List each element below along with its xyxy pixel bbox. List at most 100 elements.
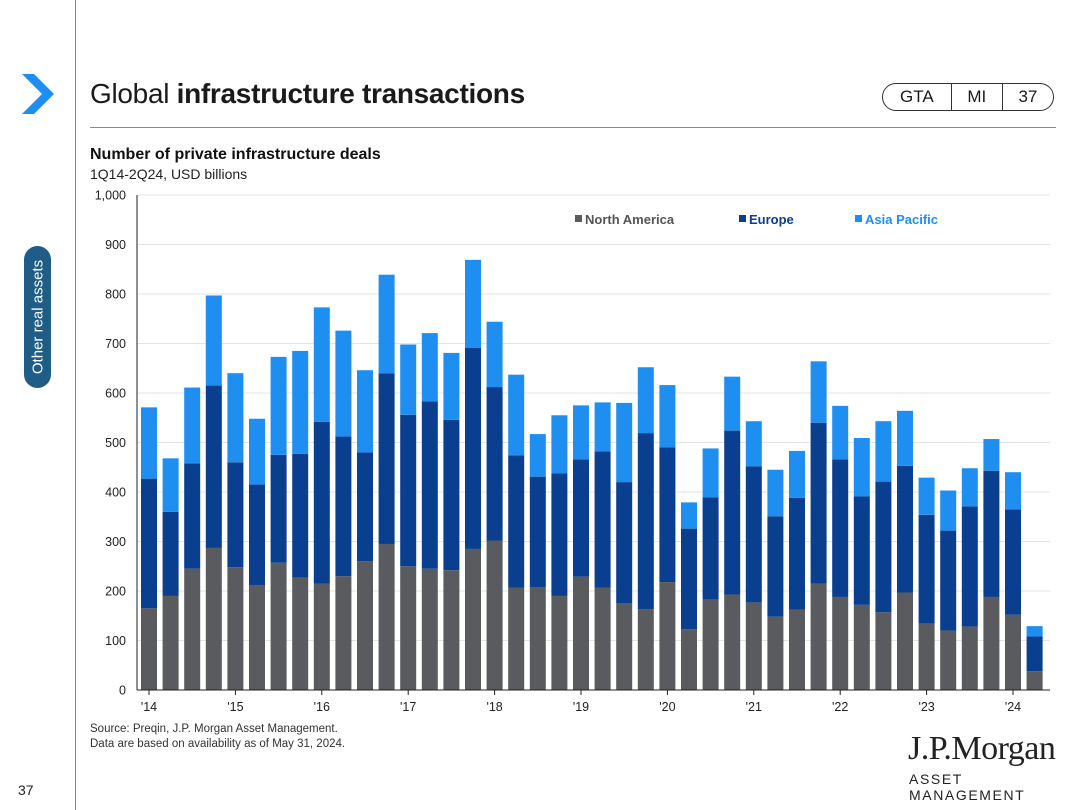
bar-asia-pacific bbox=[421, 333, 438, 402]
bar-asia-pacific bbox=[400, 344, 417, 415]
bar-north-america bbox=[832, 596, 849, 690]
bar-europe bbox=[270, 454, 287, 563]
x-tick-label: '23 bbox=[918, 700, 934, 714]
x-tick-label: '22 bbox=[832, 700, 848, 714]
bar-asia-pacific bbox=[940, 490, 957, 531]
bar-europe bbox=[508, 455, 525, 588]
source-note: Source: Preqin, J.P. Morgan Asset Manage… bbox=[90, 722, 345, 752]
tag-group: GTA MI 37 bbox=[882, 83, 1054, 111]
bar-europe bbox=[162, 511, 179, 596]
source-line-2: Data are based on availability as of May… bbox=[90, 738, 346, 750]
bar-europe bbox=[227, 462, 244, 568]
bar-north-america bbox=[227, 567, 244, 690]
bar-europe bbox=[659, 447, 676, 583]
bar-asia-pacific bbox=[853, 438, 870, 497]
bar-europe bbox=[313, 421, 330, 584]
bar-north-america bbox=[573, 576, 589, 690]
bar-asia-pacific bbox=[508, 374, 525, 456]
bar-europe bbox=[853, 496, 870, 605]
x-tick-label: '19 bbox=[573, 700, 589, 714]
tag-mi[interactable]: MI bbox=[950, 84, 1002, 110]
bar-asia-pacific bbox=[961, 468, 978, 507]
bar-north-america bbox=[249, 585, 265, 690]
bar-asia-pacific bbox=[594, 402, 611, 452]
bar-asia-pacific bbox=[443, 352, 460, 420]
bar-asia-pacific bbox=[529, 434, 546, 477]
bar-europe bbox=[249, 484, 265, 586]
bar-north-america bbox=[745, 602, 762, 690]
bar-north-america bbox=[357, 561, 373, 690]
page-number: 37 bbox=[18, 782, 34, 798]
bar-asia-pacific bbox=[313, 307, 330, 422]
bar-north-america bbox=[529, 587, 546, 690]
jpmorgan-logo: J.P.Morgan bbox=[908, 730, 1056, 767]
legend-label: Europe bbox=[749, 212, 794, 227]
y-tick-label: 900 bbox=[105, 238, 126, 252]
bar-europe bbox=[616, 482, 633, 604]
bar-europe bbox=[486, 387, 503, 541]
y-tick-label: 1,000 bbox=[95, 189, 126, 203]
left-margin-rule bbox=[75, 0, 76, 810]
bar-north-america bbox=[1026, 671, 1043, 690]
page-title-part1: Global bbox=[90, 78, 170, 109]
x-tick-label: '20 bbox=[659, 700, 675, 714]
bar-europe bbox=[378, 373, 395, 544]
legend-label: Asia Pacific bbox=[865, 212, 938, 227]
bar-north-america bbox=[443, 570, 460, 690]
bar-north-america bbox=[508, 587, 525, 690]
legend-label: North America bbox=[585, 212, 675, 227]
bar-north-america bbox=[875, 612, 892, 690]
bar-north-america bbox=[486, 540, 503, 690]
bar-asia-pacific bbox=[378, 274, 395, 374]
bar-north-america bbox=[681, 629, 697, 690]
bar-europe bbox=[1026, 636, 1043, 672]
y-tick-label: 200 bbox=[105, 585, 126, 599]
x-tick-label: '15 bbox=[227, 700, 243, 714]
bar-europe bbox=[357, 452, 373, 562]
bar-asia-pacific bbox=[659, 385, 676, 448]
bar-europe bbox=[745, 466, 762, 603]
bar-asia-pacific bbox=[767, 469, 784, 517]
asset-management-logo: ASSET MANAGEMENT bbox=[909, 771, 1026, 803]
bar-north-america bbox=[724, 594, 741, 690]
x-tick-label: '16 bbox=[314, 700, 330, 714]
bar-north-america bbox=[897, 592, 913, 690]
bar-asia-pacific bbox=[918, 477, 935, 515]
bar-north-america bbox=[162, 595, 179, 690]
bar-asia-pacific bbox=[681, 502, 697, 529]
bar-europe bbox=[573, 459, 589, 577]
bar-europe bbox=[789, 497, 805, 610]
bar-asia-pacific bbox=[227, 373, 244, 463]
bar-asia-pacific bbox=[141, 407, 157, 479]
bar-europe bbox=[335, 436, 352, 577]
bar-north-america bbox=[637, 609, 654, 690]
bar-europe bbox=[594, 451, 611, 588]
bar-europe bbox=[292, 453, 309, 578]
tag-page[interactable]: 37 bbox=[1001, 84, 1053, 110]
bar-europe bbox=[681, 528, 697, 630]
section-tab[interactable] bbox=[24, 246, 51, 388]
bar-asia-pacific bbox=[702, 448, 719, 498]
bar-asia-pacific bbox=[184, 387, 201, 464]
bar-europe bbox=[940, 530, 957, 631]
bar-europe bbox=[421, 401, 438, 569]
bar-asia-pacific bbox=[270, 356, 287, 455]
x-tick-label: '21 bbox=[746, 700, 762, 714]
bar-europe bbox=[918, 514, 935, 624]
chart-subtitle: 1Q14-2Q24, USD billions bbox=[90, 166, 248, 182]
bar-north-america bbox=[378, 543, 395, 690]
bar-asia-pacific bbox=[983, 439, 1000, 471]
bar-north-america bbox=[853, 604, 870, 690]
bar-north-america bbox=[702, 599, 719, 690]
bar-europe bbox=[400, 414, 417, 567]
bar-europe bbox=[875, 481, 892, 613]
bar-asia-pacific bbox=[205, 295, 222, 386]
bar-north-america bbox=[594, 587, 611, 690]
x-tick-label: '17 bbox=[400, 700, 416, 714]
bar-asia-pacific bbox=[1026, 626, 1043, 637]
bar-europe bbox=[767, 516, 784, 617]
bar-asia-pacific bbox=[486, 321, 503, 388]
bar-asia-pacific bbox=[745, 421, 762, 467]
tag-gta[interactable]: GTA bbox=[900, 87, 934, 106]
